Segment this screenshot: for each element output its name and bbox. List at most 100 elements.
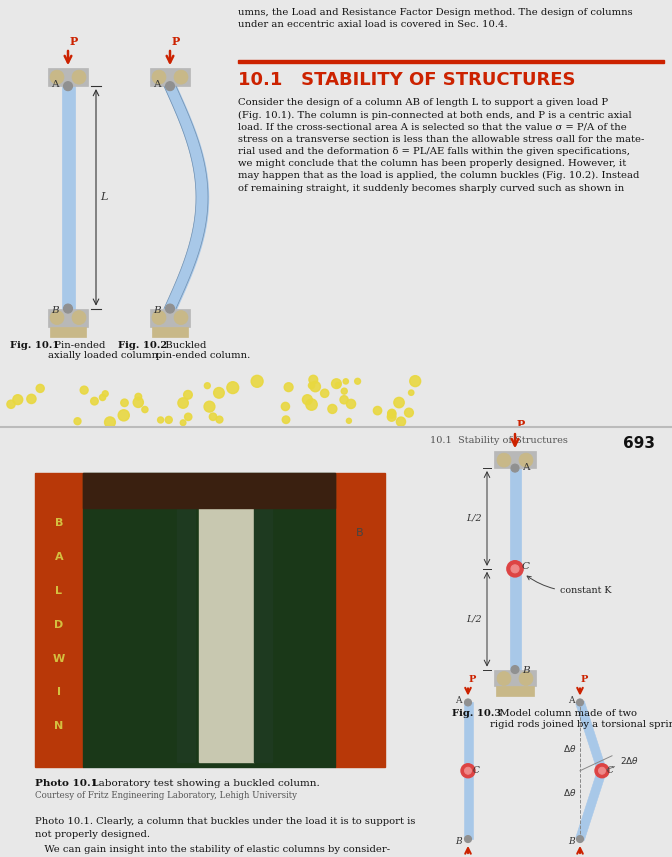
Circle shape xyxy=(74,417,81,425)
Text: B: B xyxy=(55,518,63,528)
Circle shape xyxy=(464,767,472,774)
Circle shape xyxy=(72,310,86,325)
Circle shape xyxy=(180,420,186,426)
Circle shape xyxy=(165,304,175,313)
Bar xyxy=(494,669,536,686)
Circle shape xyxy=(331,379,341,388)
Circle shape xyxy=(519,453,533,467)
Circle shape xyxy=(346,399,355,409)
Circle shape xyxy=(405,408,413,417)
Circle shape xyxy=(204,401,215,412)
Bar xyxy=(199,478,254,762)
Circle shape xyxy=(577,836,583,842)
Bar xyxy=(335,473,385,767)
Circle shape xyxy=(409,390,414,395)
Circle shape xyxy=(497,672,511,686)
Text: D: D xyxy=(54,620,64,630)
Bar xyxy=(152,327,188,337)
Circle shape xyxy=(306,399,317,411)
Circle shape xyxy=(118,410,129,421)
Circle shape xyxy=(310,381,321,392)
Text: L: L xyxy=(56,585,62,596)
Bar xyxy=(494,451,536,468)
Text: Consider the design of a column AB of length L to support a given load P
(Fig. 1: Consider the design of a column AB of le… xyxy=(238,99,644,193)
Text: C: C xyxy=(607,766,614,776)
Text: P: P xyxy=(581,675,589,685)
Circle shape xyxy=(309,375,318,384)
Circle shape xyxy=(157,417,163,423)
Circle shape xyxy=(328,405,337,413)
Circle shape xyxy=(282,402,290,411)
Text: 693: 693 xyxy=(623,436,655,451)
Circle shape xyxy=(497,453,511,467)
Text: P: P xyxy=(70,36,78,47)
Circle shape xyxy=(105,417,116,428)
Circle shape xyxy=(63,81,73,91)
Bar xyxy=(35,473,83,767)
Text: B: B xyxy=(522,666,530,675)
Circle shape xyxy=(7,400,15,409)
Circle shape xyxy=(355,378,361,384)
Circle shape xyxy=(165,417,172,423)
Circle shape xyxy=(284,383,293,392)
Circle shape xyxy=(216,417,223,423)
Circle shape xyxy=(178,398,188,408)
Circle shape xyxy=(341,388,347,394)
Text: $\Delta\theta$: $\Delta\theta$ xyxy=(564,788,577,798)
Circle shape xyxy=(63,304,73,313)
Circle shape xyxy=(214,387,224,399)
Text: Fig. 10.1: Fig. 10.1 xyxy=(10,340,59,350)
Bar xyxy=(83,473,335,767)
Bar xyxy=(48,68,88,87)
Circle shape xyxy=(511,565,519,572)
Circle shape xyxy=(308,382,314,388)
Text: P: P xyxy=(172,36,180,47)
Circle shape xyxy=(174,310,188,325)
Circle shape xyxy=(209,413,217,421)
Text: L: L xyxy=(100,192,108,202)
Circle shape xyxy=(346,418,351,423)
Text: B: B xyxy=(51,306,59,315)
Text: I: I xyxy=(57,687,61,698)
Circle shape xyxy=(464,836,472,842)
Circle shape xyxy=(50,70,64,84)
Circle shape xyxy=(511,464,519,472)
Text: B: B xyxy=(569,836,575,846)
Circle shape xyxy=(80,387,88,394)
Circle shape xyxy=(595,764,609,777)
Circle shape xyxy=(183,391,192,399)
Text: L/2: L/2 xyxy=(466,614,482,624)
Text: B: B xyxy=(456,836,462,846)
Circle shape xyxy=(577,699,583,706)
Text: $2\Delta\theta$: $2\Delta\theta$ xyxy=(607,755,639,770)
Text: L/2: L/2 xyxy=(466,514,482,523)
Circle shape xyxy=(36,384,44,393)
Bar xyxy=(35,473,385,767)
Circle shape xyxy=(335,382,341,387)
Bar xyxy=(510,569,521,669)
Text: P: P xyxy=(469,675,476,685)
Text: A: A xyxy=(569,696,575,705)
Text: 10.1   STABILITY OF STRUCTURES: 10.1 STABILITY OF STRUCTURES xyxy=(238,71,575,89)
Circle shape xyxy=(152,70,166,84)
Circle shape xyxy=(321,389,329,398)
Bar xyxy=(62,87,75,309)
Bar xyxy=(50,327,86,337)
Polygon shape xyxy=(576,701,606,772)
Circle shape xyxy=(388,410,396,418)
Circle shape xyxy=(204,383,210,389)
Text: umns, the Load and Resistance Factor Design method. The design of columns
under : umns, the Load and Resistance Factor Des… xyxy=(238,8,632,29)
Bar xyxy=(150,68,190,87)
Circle shape xyxy=(507,560,523,577)
Circle shape xyxy=(343,379,349,384)
Text: Pin-ended
axially loaded column.: Pin-ended axially loaded column. xyxy=(48,340,161,360)
Circle shape xyxy=(135,393,142,400)
Circle shape xyxy=(13,395,23,405)
Circle shape xyxy=(99,394,106,400)
Circle shape xyxy=(251,375,263,387)
Text: A: A xyxy=(522,463,530,471)
Text: C: C xyxy=(522,562,530,572)
Text: Model column made of two
rigid rods joined by a torsional spring at C.: Model column made of two rigid rods join… xyxy=(490,710,672,728)
Circle shape xyxy=(185,413,192,421)
Bar xyxy=(464,703,473,839)
